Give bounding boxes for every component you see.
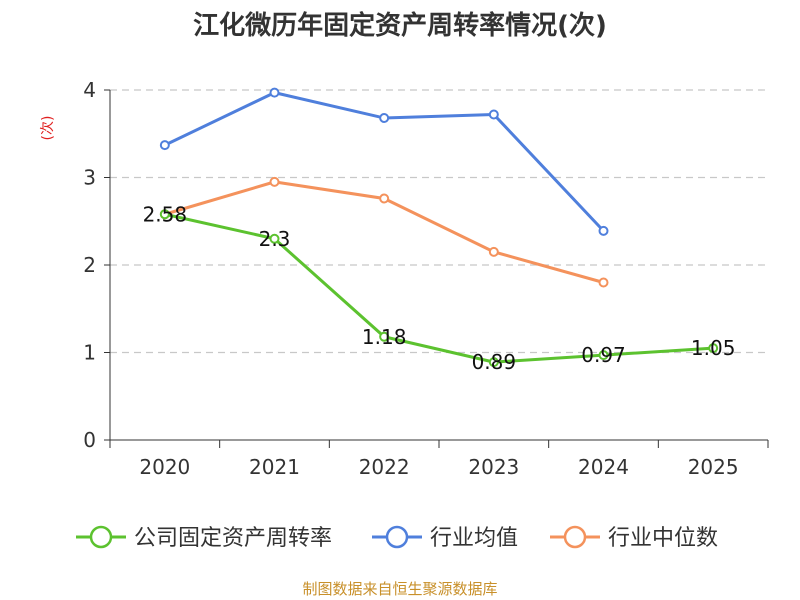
legend-label: 公司固定资产周转率	[134, 526, 332, 551]
axes: 0 1 2 3 4 2020 2021 2022 2023 2024 2025	[83, 78, 769, 479]
data-point	[598, 225, 609, 236]
data-label: 2.3	[259, 227, 291, 251]
y-tick-label: 4	[83, 78, 96, 102]
data-point	[598, 350, 609, 361]
data-point	[488, 109, 499, 120]
data-point	[269, 233, 280, 244]
data-point	[269, 176, 280, 187]
x-tick-label: 2025	[688, 455, 739, 479]
data-label: 0.97	[581, 343, 626, 367]
data-point	[159, 209, 170, 220]
data-label: 1.18	[362, 325, 407, 349]
legend-swatch-marker	[89, 525, 113, 549]
legend-label: 行业中位数	[608, 526, 718, 551]
grid-lines	[110, 89, 768, 354]
data-point	[708, 343, 719, 354]
data-label: 0.89	[472, 350, 517, 374]
legend-swatch-marker	[385, 525, 409, 549]
y-tick-label: 0	[83, 428, 96, 452]
data-point	[379, 331, 390, 342]
chart-title: 江化微历年固定资产周转率情况(次)	[193, 10, 607, 41]
data-point	[488, 246, 499, 257]
data-point	[379, 113, 390, 123]
data-point	[379, 193, 390, 204]
x-tick-label: 2021	[249, 455, 300, 479]
data-label: 2.58	[143, 202, 188, 226]
y-tick-label: 2	[83, 253, 96, 277]
x-tick-label: 2023	[468, 455, 519, 479]
footer-source: 制图数据来自恒生聚源数据库	[302, 580, 497, 598]
series-layer	[159, 87, 719, 368]
x-tick-label: 2024	[578, 455, 629, 479]
data-point	[598, 277, 609, 288]
y-axis-label: (次)	[40, 116, 56, 141]
x-tick-label: 2020	[139, 455, 190, 479]
y-tick-label: 1	[83, 341, 96, 365]
data-labels: 2.58 2.3 1.18 0.89 0.97 1.05	[143, 202, 736, 374]
y-tick-label: 3	[83, 166, 96, 190]
x-tick-label: 2022	[359, 455, 410, 479]
data-point	[159, 140, 170, 151]
data-point	[269, 87, 280, 98]
series-line	[164, 212, 714, 364]
legend: 公司固定资产周转率 行业均值 行业中位数	[76, 525, 718, 551]
legend-swatch-marker	[563, 525, 587, 549]
data-point	[488, 357, 499, 368]
data-label: 1.05	[691, 336, 736, 360]
legend-label: 行业均值	[430, 526, 518, 551]
